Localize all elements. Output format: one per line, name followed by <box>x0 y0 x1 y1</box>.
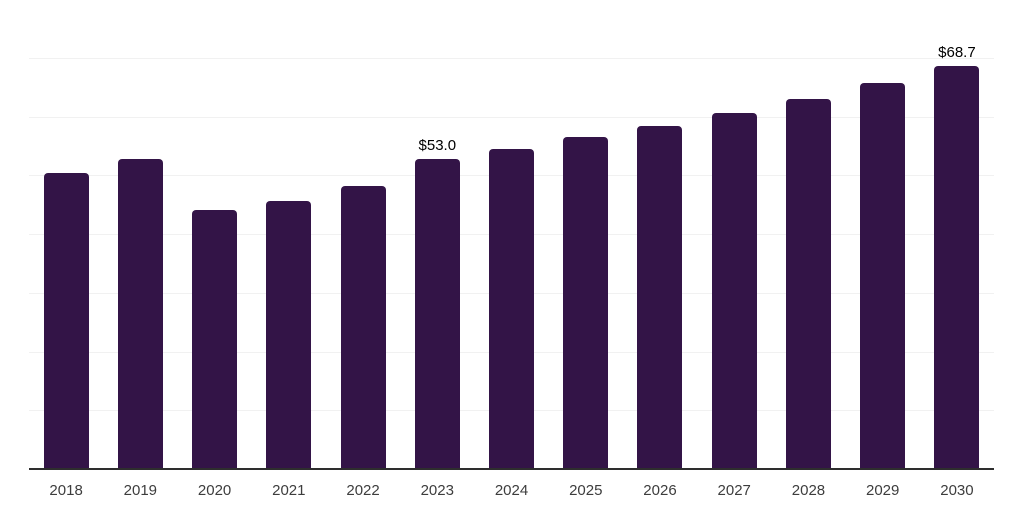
bar-slot <box>623 0 697 470</box>
x-axis-labels: 2018 2019 2020 2021 2022 2023 2024 2025 2026 2027… <box>29 481 994 501</box>
bar-2023 <box>414 158 460 470</box>
plot-area: $53.0 $68.7 <box>29 0 994 470</box>
bar-2025 <box>563 136 609 470</box>
data-label: $68.7 <box>938 44 976 62</box>
x-tick-label: 2028 <box>791 482 826 499</box>
bar-slot: $68.7 <box>920 0 994 470</box>
x-tick-label: 2026 <box>643 482 677 499</box>
bar-slot <box>103 0 177 470</box>
bar-slot <box>326 0 400 470</box>
x-tick-label: 2021 <box>272 482 306 499</box>
bar-slot <box>474 0 548 470</box>
x-tick-label: 2022 <box>346 482 380 499</box>
bar-2024 <box>489 149 535 470</box>
bar-slot <box>697 0 771 470</box>
bar-slot <box>29 0 103 470</box>
bar-2027 <box>711 112 757 470</box>
x-tick-label: 2025 <box>569 482 603 499</box>
bar-slot: $53.0 <box>400 0 474 470</box>
bar-slot <box>846 0 920 470</box>
x-tick-label: 2023 <box>420 482 454 499</box>
x-tick-label: 2029 <box>866 482 900 499</box>
bar-2022 <box>340 186 386 470</box>
x-tick-label: 2024 <box>494 482 529 499</box>
x-tick-label: 2027 <box>717 482 751 499</box>
bar-2019 <box>117 159 163 470</box>
bar-slot <box>177 0 251 470</box>
bar-2026 <box>637 125 683 470</box>
bar-2030 <box>934 66 980 470</box>
x-tick-label: 2030 <box>940 482 974 499</box>
gridline <box>29 57 994 59</box>
bar-2021 <box>266 200 312 470</box>
gridline <box>29 116 994 118</box>
bar-2018 <box>43 172 89 470</box>
x-axis-line <box>29 468 994 470</box>
data-label: $53.0 <box>418 136 457 154</box>
bar-slot <box>252 0 326 470</box>
bar-slot <box>549 0 623 470</box>
bar-slot <box>771 0 845 470</box>
bars-container: $53.0 $68.7 <box>29 0 994 470</box>
x-tick-label: 2019 <box>123 482 158 499</box>
bar-2020 <box>192 209 238 470</box>
bar-2028 <box>785 99 831 470</box>
x-tick-label: 2020 <box>197 482 232 499</box>
bar-2029 <box>860 82 906 470</box>
x-tick-label: 2018 <box>49 482 83 499</box>
